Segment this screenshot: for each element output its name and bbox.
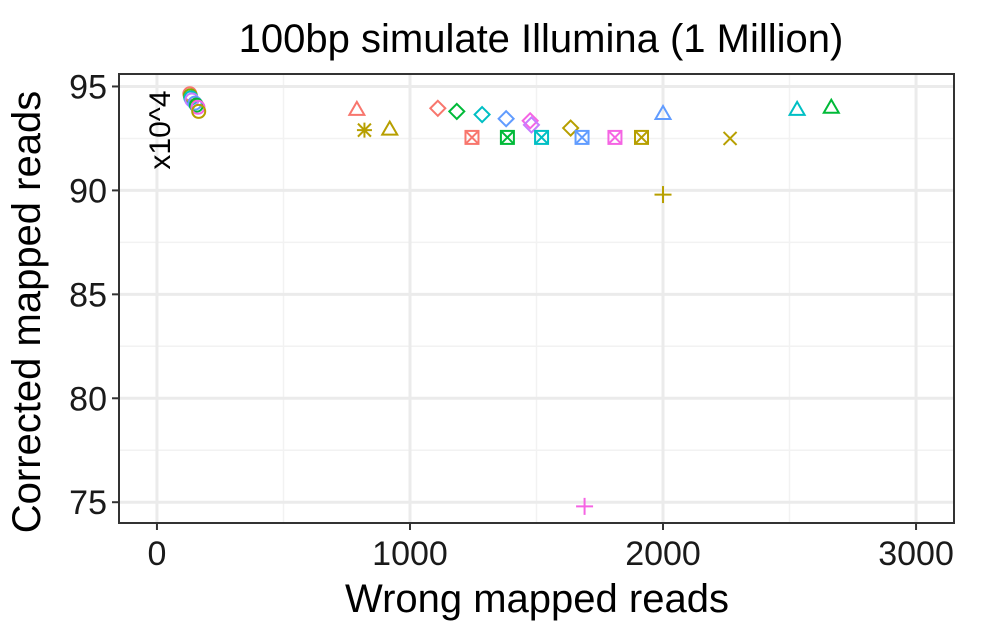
scatter-point-asterisk: [356, 122, 372, 138]
scatter-point-plus: [654, 186, 672, 204]
scatter-point-triangle: [380, 119, 399, 136]
scatter-point-diamond: [428, 99, 447, 118]
scatter-point-boxx: [574, 129, 590, 145]
scatter-point-boxx: [499, 129, 515, 145]
data-points: [182, 86, 841, 515]
scatter-point-boxx: [464, 129, 480, 145]
x-tick-label: 3000: [878, 535, 954, 573]
scatter-point-diamond: [447, 102, 466, 121]
y-tick-label: 75: [69, 484, 107, 522]
plot-panel: [118, 73, 955, 524]
scatter-point-circle: [191, 103, 207, 119]
x-tick-label: 1000: [372, 535, 448, 573]
scatter-point-circle: [187, 95, 203, 111]
x-tick-label: 0: [147, 535, 166, 573]
scatter-point-diamond: [521, 111, 540, 130]
x-axis-title: Wrong mapped reads: [345, 577, 729, 621]
scatter-point-triangle: [347, 99, 367, 116]
y-axis-title: Corrected mapped reads: [5, 91, 49, 533]
x-axis-ticks: 0 1000 2000 3000: [147, 523, 954, 573]
scatter-point-triangle: [787, 99, 807, 116]
scatter-point-diamond: [561, 119, 580, 137]
scatter-point-triangle: [653, 103, 673, 120]
scatter-point-cross: [722, 131, 738, 146]
scatter-point-boxx: [634, 129, 650, 145]
scatter-point-boxx: [534, 129, 550, 145]
scatter-point-circle: [188, 97, 204, 113]
scatter-point-diamond: [497, 109, 516, 128]
grid-lines: [119, 74, 954, 523]
scatter-point-diamond: [522, 116, 541, 134]
y-tick-label: 95: [69, 68, 107, 106]
y-axis-ticks: 75 80 85 90 95: [69, 68, 119, 522]
scatter-point-plus: [576, 497, 594, 515]
scatter-point-diamond: [473, 105, 492, 124]
chart-title: 100bp simulate Illumina (1 Million): [239, 17, 844, 61]
y-tick-label: 90: [69, 172, 107, 210]
y-tick-label: 85: [69, 276, 107, 314]
x-tick-label: 2000: [625, 535, 701, 573]
y-scale-label: x10^4: [144, 90, 177, 169]
scatter-point-triangle: [822, 97, 841, 114]
y-tick-label: 80: [69, 380, 107, 418]
scatter-point-boxx: [607, 129, 623, 145]
